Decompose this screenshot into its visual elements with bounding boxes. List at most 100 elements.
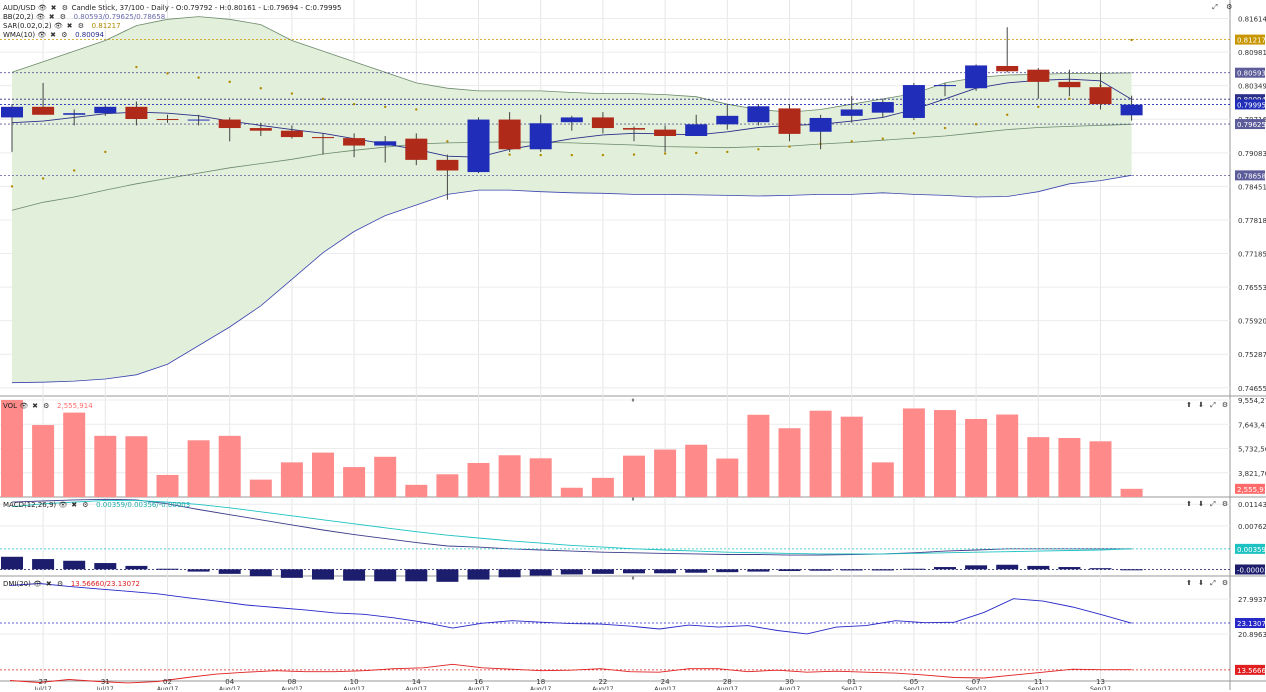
arrow-down-icon[interactable]: ⬇: [1198, 500, 1204, 508]
gear-icon[interactable]: ⚙: [56, 580, 64, 588]
close-icon[interactable]: ✖: [66, 22, 73, 30]
volume-bar: [63, 412, 86, 497]
arrow-down-icon[interactable]: ⬇: [1198, 401, 1204, 409]
eye-icon[interactable]: 👁: [53, 22, 63, 30]
volume-bar: [560, 487, 583, 497]
bb-lower-line: [11, 174, 1132, 384]
macd-histogram-bar: [1120, 569, 1143, 571]
macd-value-label: 0.00359: [1235, 543, 1266, 554]
candle: [1120, 95, 1143, 121]
macd-pane[interactable]: [0, 498, 1230, 582]
candle: [560, 115, 583, 131]
volume-bar: [218, 435, 241, 497]
candle: [529, 114, 552, 152]
x-tick-day: 31: [101, 678, 110, 686]
x-tick-month: Aug/17: [219, 686, 241, 690]
volume-pane[interactable]: [1, 400, 1143, 497]
gear-icon[interactable]: ⚙: [82, 501, 89, 509]
y-tick-label: 0.75920: [1238, 318, 1266, 326]
gear-icon[interactable]: ⚙: [43, 402, 50, 410]
expand-icon[interactable]: ⤢: [1210, 579, 1216, 587]
candle: [840, 96, 863, 123]
macd-value-label-bg: [1235, 543, 1265, 554]
candle: [187, 114, 210, 126]
dmi-legend: DMI(20) 👁 ✖ ⚙ 13.56660/23.13072: [3, 580, 140, 589]
candle-body: [685, 124, 708, 136]
eye-icon[interactable]: 👁: [19, 402, 29, 410]
sar-dot: [415, 108, 418, 111]
sar-dot: [1068, 97, 1071, 101]
arrow-up-icon[interactable]: ⬆: [1186, 579, 1192, 587]
sar-dot: [73, 169, 76, 172]
sar-dot: [10, 185, 14, 188]
close-icon[interactable]: ✖: [71, 501, 78, 509]
gear-icon[interactable]: ⚙: [77, 22, 84, 30]
close-icon[interactable]: ✖: [50, 4, 57, 12]
arrow-up-icon[interactable]: ⬆: [1186, 500, 1192, 508]
volume-bar: [778, 428, 801, 497]
candle: [436, 154, 459, 200]
eye-icon[interactable]: 👁: [37, 4, 47, 12]
close-icon[interactable]: ✖: [45, 580, 52, 588]
macd-histogram-bar: [871, 569, 894, 571]
volume-bar: [809, 410, 832, 497]
x-tick-month: Aug/17: [530, 686, 552, 690]
signal-line: [11, 499, 1132, 555]
x-tick-day: 13: [1096, 678, 1105, 686]
close-icon[interactable]: ✖: [32, 402, 38, 410]
sar-dot: [197, 76, 200, 79]
eye-icon[interactable]: 👁: [35, 13, 45, 21]
volume-bar: [996, 414, 1019, 497]
volume-bar: [685, 444, 708, 497]
gear-icon[interactable]: ⚙: [59, 13, 66, 21]
macd-histogram-bar: [1089, 568, 1112, 570]
main-price-pane[interactable]: [0, 16, 1230, 384]
candle: [591, 112, 614, 134]
gear-icon[interactable]: ⚙: [1226, 3, 1233, 11]
volume-bar: [1, 400, 23, 497]
gear-icon[interactable]: ⚙: [61, 4, 68, 12]
symbol-label: AUD/USD: [3, 4, 36, 12]
expand-icon[interactable]: ⤢: [1212, 3, 1218, 11]
arrow-down-icon[interactable]: ⬇: [1198, 579, 1204, 587]
macd-histogram-bar: [343, 569, 366, 581]
eye-icon[interactable]: 👁: [33, 580, 43, 588]
arrow-up-icon[interactable]: ⬆: [1186, 401, 1192, 409]
close-icon[interactable]: ✖: [50, 31, 57, 39]
volume-bar: [467, 463, 490, 497]
symbol-legend-row: AUD/USD 👁 ✖ ⚙ Candle Stick, 37/100 - Dai…: [3, 4, 341, 13]
candle-body: [436, 159, 459, 171]
dmi-pane[interactable]: [0, 583, 1230, 684]
macd-histogram-bar: [94, 563, 117, 570]
expand-icon[interactable]: ⤢: [1210, 500, 1216, 508]
dmi-pane-controls: ⬆ ⬇ ⤢ ⚙: [1183, 579, 1231, 588]
bb-legend-row: BB(20,2) 👁 ✖ ⚙ 0.80593/0.79625/0.78658: [3, 13, 341, 22]
candle: [218, 117, 241, 142]
gear-icon[interactable]: ⚙: [61, 31, 68, 39]
candle-body: [249, 128, 272, 131]
wma-value: 0.80094: [75, 31, 105, 39]
gear-icon[interactable]: ⚙: [1221, 401, 1229, 409]
candle-body: [809, 117, 832, 132]
candle: [996, 27, 1019, 73]
dmi-value: 13.56660/23.13072: [70, 580, 140, 588]
x-tick-month: Aug/17: [281, 686, 303, 690]
eye-icon[interactable]: 👁: [58, 501, 68, 509]
resize-handle-icon[interactable]: ⏸: [631, 495, 635, 503]
dmi-value-label-text: 13.56660: [1237, 667, 1266, 675]
price-label-text: 0.79625: [1237, 121, 1266, 129]
price-label: 0.78658: [1235, 170, 1266, 181]
x-tick-month: Aug/17: [592, 686, 614, 690]
macd-histogram-bar: [1058, 567, 1081, 570]
resize-handle-icon[interactable]: ⏸: [631, 574, 635, 582]
volume-bar: [94, 435, 117, 497]
gear-icon[interactable]: ⚙: [1221, 500, 1229, 508]
sar-dot: [135, 65, 138, 69]
dmi-minus-line: [9, 583, 1132, 635]
close-icon[interactable]: ✖: [48, 13, 55, 21]
expand-icon[interactable]: ⤢: [1210, 401, 1216, 409]
gear-icon[interactable]: ⚙: [1221, 579, 1229, 587]
eye-icon[interactable]: 👁: [37, 31, 47, 39]
macd-histogram-bar: [405, 569, 428, 582]
resize-handle-icon[interactable]: ⏸: [631, 396, 635, 404]
